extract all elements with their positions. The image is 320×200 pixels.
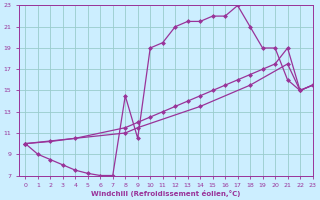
X-axis label: Windchill (Refroidissement éolien,°C): Windchill (Refroidissement éolien,°C) (91, 190, 241, 197)
